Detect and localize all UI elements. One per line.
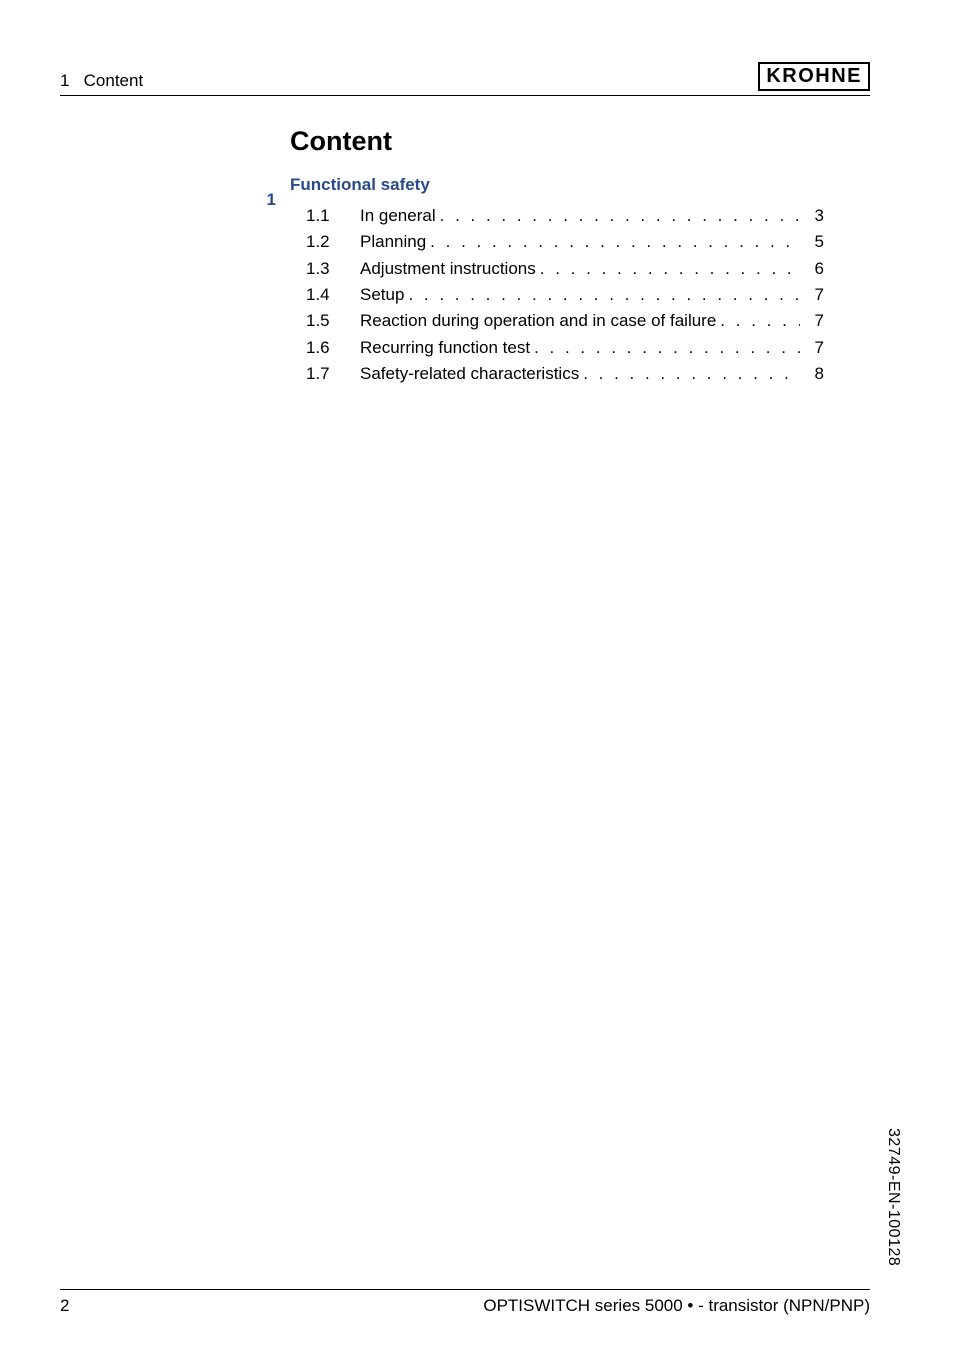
toc-entry-number: 1.3 [290, 256, 360, 282]
toc-entry-label: Safety-related characteristics [360, 361, 579, 387]
toc-row: 1.7 Safety-related characteristics 8 [290, 361, 824, 387]
toc-entry-page: 7 [800, 335, 824, 361]
toc-dots [716, 308, 800, 334]
toc-entry-page: 3 [800, 203, 824, 229]
toc-section-title: Functional safety [290, 175, 430, 195]
toc-dots [579, 361, 800, 387]
page-title: Content [290, 126, 824, 157]
footer-page-number: 2 [60, 1296, 69, 1316]
document-id-vertical: 32749-EN-100128 [884, 1128, 902, 1266]
toc-entry-label: Setup [360, 282, 404, 308]
toc-entry-number: 1.1 [290, 203, 360, 229]
toc-section-heading: 1 Functional safety [290, 175, 824, 195]
toc-section-number: 1 [267, 190, 276, 210]
toc-entry-label: Recurring function test [360, 335, 530, 361]
toc-dots [426, 229, 800, 255]
toc-dots [436, 203, 800, 229]
toc-row: 1.3 Adjustment instructions 6 [290, 256, 824, 282]
toc-dots [530, 335, 800, 361]
toc-entry-label: In general [360, 203, 436, 229]
toc-list: 1.1 In general 3 1.2 Planning 5 1.3 Adju… [290, 203, 824, 387]
toc-dots [536, 256, 800, 282]
toc-entry-page: 7 [800, 308, 824, 334]
page: 1 Content KROHNE Content 1 Functional sa… [0, 0, 954, 1354]
toc-entry-page: 6 [800, 256, 824, 282]
page-header: 1 Content KROHNE [60, 62, 870, 96]
toc-entry-page: 5 [800, 229, 824, 255]
header-breadcrumb: 1 Content [60, 71, 143, 91]
header-section-label: Content [84, 71, 144, 90]
toc-entry-number: 1.7 [290, 361, 360, 387]
header-section-number: 1 [60, 71, 69, 90]
toc-entry-label: Adjustment instructions [360, 256, 536, 282]
content-area: Content 1 Functional safety 1.1 In gener… [290, 126, 824, 387]
brand-logo: KROHNE [758, 62, 870, 91]
toc-row: 1.6 Recurring function test 7 [290, 335, 824, 361]
page-footer: 2 OPTISWITCH series 5000 • - transistor … [60, 1289, 870, 1316]
footer-doc-title: OPTISWITCH series 5000 • - transistor (N… [483, 1296, 870, 1316]
toc-entry-number: 1.6 [290, 335, 360, 361]
toc-entry-number: 1.4 [290, 282, 360, 308]
toc-entry-label: Reaction during operation and in case of… [360, 308, 716, 334]
toc-entry-number: 1.5 [290, 308, 360, 334]
toc-row: 1.1 In general 3 [290, 203, 824, 229]
toc-row: 1.5 Reaction during operation and in cas… [290, 308, 824, 334]
toc-entry-page: 7 [800, 282, 824, 308]
toc-dots [404, 282, 800, 308]
toc-row: 1.2 Planning 5 [290, 229, 824, 255]
toc-row: 1.4 Setup 7 [290, 282, 824, 308]
toc-entry-number: 1.2 [290, 229, 360, 255]
toc-entry-label: Planning [360, 229, 426, 255]
toc-entry-page: 8 [800, 361, 824, 387]
